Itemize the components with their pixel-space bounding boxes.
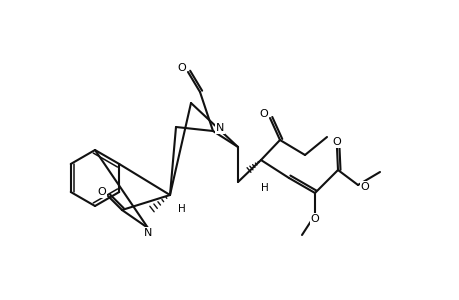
Text: O: O [310, 214, 319, 224]
Text: H: H [178, 204, 185, 214]
Text: O: O [360, 182, 369, 192]
Text: O: O [259, 109, 268, 119]
Text: O: O [332, 137, 341, 147]
Text: O: O [97, 187, 106, 197]
Text: N: N [215, 123, 224, 133]
Text: O: O [177, 63, 186, 73]
Text: N: N [144, 228, 152, 238]
Text: H: H [261, 183, 269, 193]
